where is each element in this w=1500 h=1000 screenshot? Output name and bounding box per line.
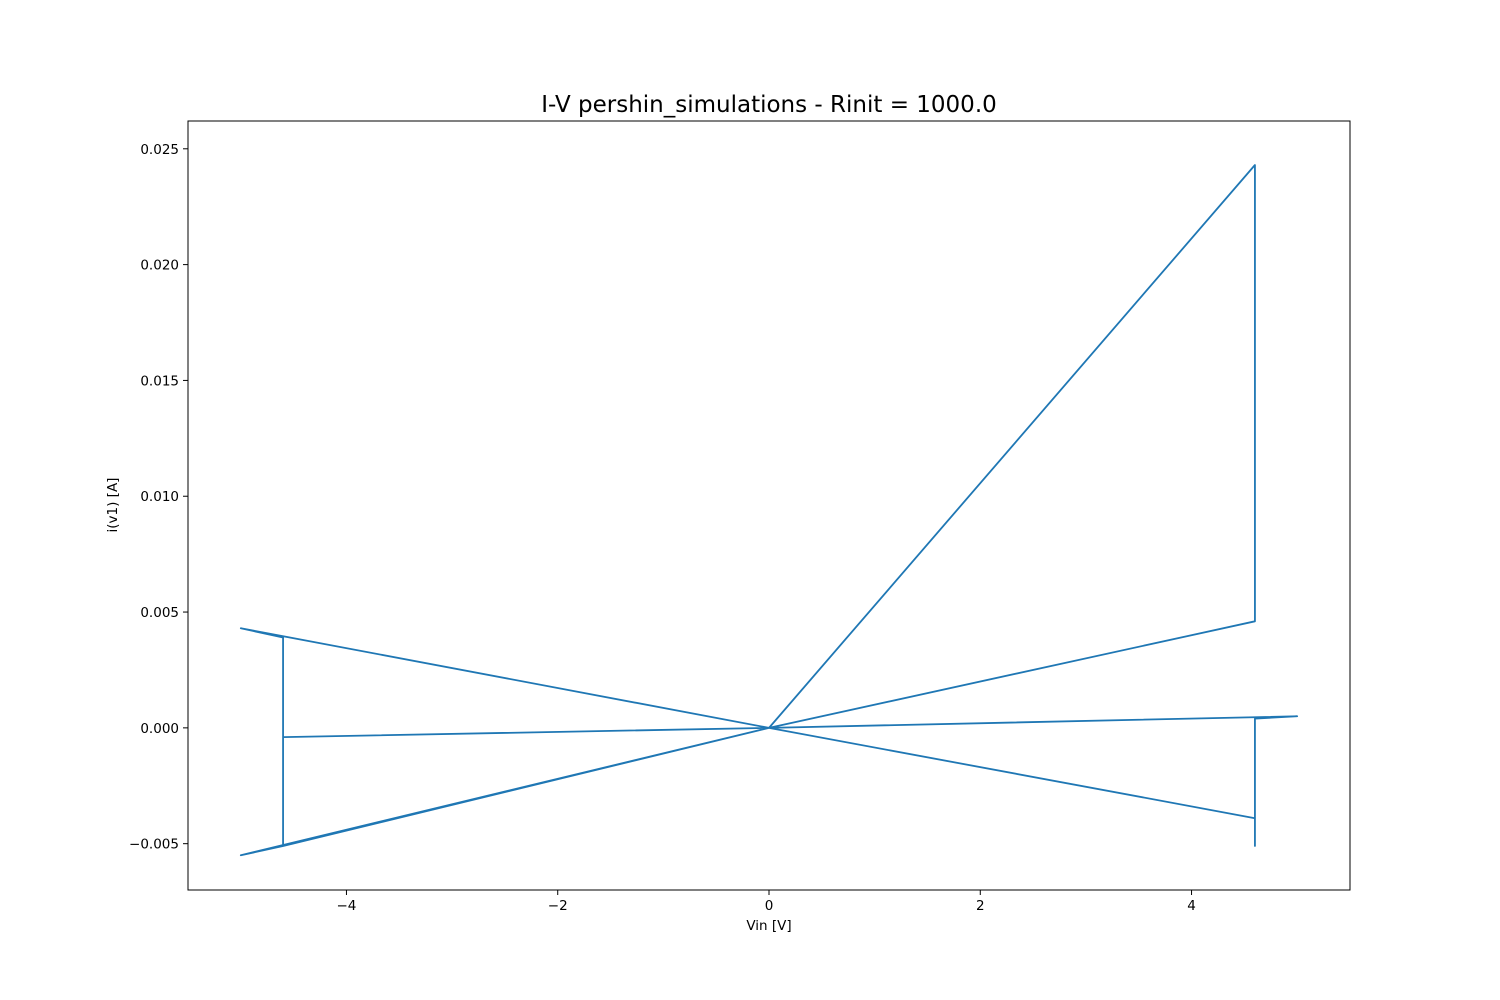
- chart-title: I-V pershin_simulations - Rinit = 1000.0: [541, 92, 997, 118]
- y-tick-label: 0.015: [140, 373, 179, 389]
- x-axis: −4 −2 0 2 4: [337, 890, 1196, 914]
- plot-area: [239, 164, 1299, 857]
- x-tick-label: −2: [548, 898, 568, 914]
- y-axis-label: i(v1) [A]: [105, 478, 121, 533]
- y-axis: −0.005 0.000 0.005 0.010 0.015 0.020 0.025: [129, 142, 188, 853]
- y-tick-label: 0.010: [140, 489, 179, 505]
- y-tick-label: −0.005: [129, 837, 179, 853]
- x-tick-label: 4: [1187, 898, 1196, 914]
- x-tick-label: −4: [337, 898, 357, 914]
- y-tick-label: 0.005: [140, 605, 179, 621]
- x-tick-label: 0: [765, 898, 774, 914]
- x-axis-label: Vin [V]: [746, 918, 791, 934]
- x-tick-label: 2: [976, 898, 985, 914]
- series-line-0: [239, 164, 1299, 857]
- y-tick-label: 0.000: [140, 721, 179, 737]
- y-tick-label: 0.025: [140, 142, 179, 158]
- y-tick-label: 0.020: [140, 258, 179, 274]
